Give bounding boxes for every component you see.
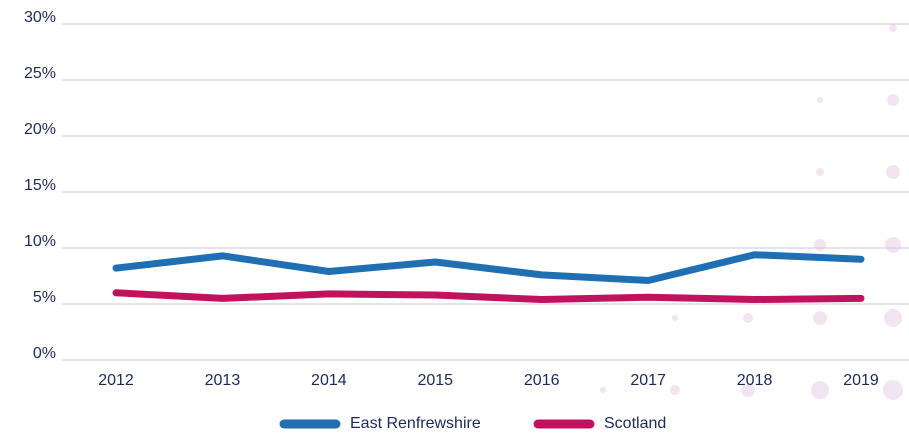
y-tick-label: 25%: [24, 65, 56, 82]
x-tick-label: 2012: [98, 372, 134, 389]
x-tick-label: 2016: [524, 372, 560, 389]
legend-label: Scotland: [604, 415, 666, 432]
series-line: [116, 293, 861, 300]
chart: 0% 5% 10% 15% 20% 25% 30% 2012 2013 2014 2015 2016 2…: [0, 0, 909, 434]
x-tick-label: 2019: [843, 372, 879, 389]
y-tick-label: 20%: [24, 121, 56, 138]
y-tick-label: 0%: [33, 345, 56, 362]
x-tick-label: 2017: [630, 372, 666, 389]
legend-label: East Renfrewshire: [350, 415, 481, 432]
x-tick-label: 2014: [311, 372, 347, 389]
page: {"chart_data": {"type": "line", "categor…: [0, 0, 909, 434]
x-tick-label: 2015: [417, 372, 453, 389]
series-line: [116, 255, 861, 281]
y-tick-label: 5%: [33, 289, 56, 306]
x-tick-label: 2018: [737, 372, 773, 389]
y-tick-label: 15%: [24, 177, 56, 194]
y-tick-label: 10%: [24, 233, 56, 250]
y-tick-label: 30%: [24, 9, 56, 26]
x-tick-label: 2013: [205, 372, 241, 389]
